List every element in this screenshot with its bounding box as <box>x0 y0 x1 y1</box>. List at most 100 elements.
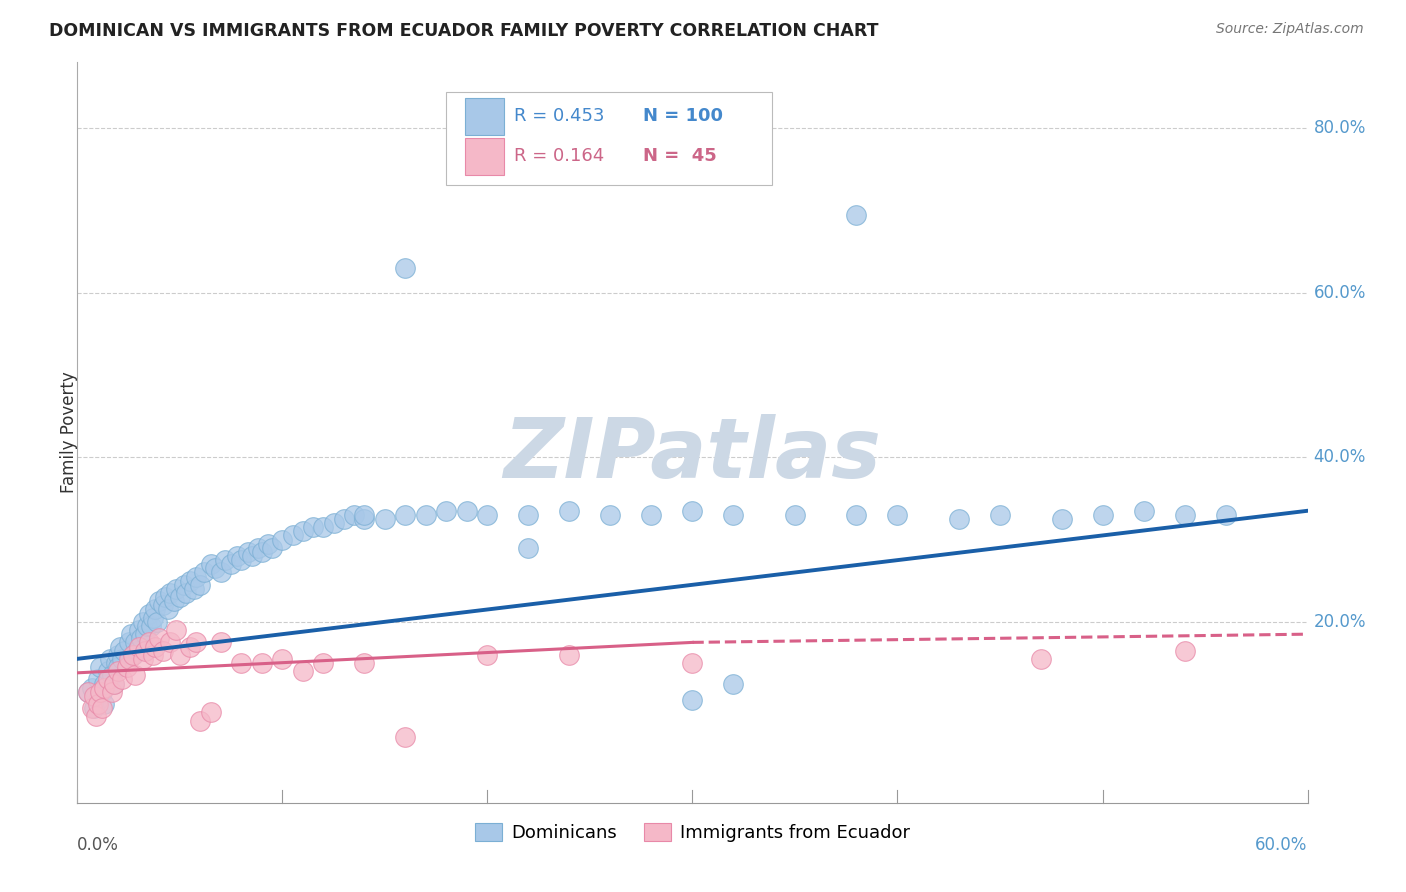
Point <box>169 590 191 604</box>
FancyBboxPatch shape <box>465 98 505 135</box>
Point <box>101 685 124 699</box>
Point <box>640 508 662 522</box>
Point <box>231 656 253 670</box>
Point <box>456 504 478 518</box>
Point <box>165 582 187 596</box>
Point <box>107 660 129 674</box>
Point <box>333 512 356 526</box>
Point <box>93 697 115 711</box>
Legend: Dominicans, Immigrants from Ecuador: Dominicans, Immigrants from Ecuador <box>468 815 917 849</box>
Point <box>124 668 146 682</box>
Point <box>1174 508 1197 522</box>
Point <box>159 635 181 649</box>
Point <box>128 623 150 637</box>
Point <box>84 709 107 723</box>
Point <box>97 664 120 678</box>
Text: 80.0%: 80.0% <box>1313 120 1367 137</box>
Point <box>322 516 344 530</box>
Point <box>353 512 375 526</box>
Text: N =  45: N = 45 <box>644 147 717 165</box>
Point <box>271 533 294 547</box>
Point <box>90 685 114 699</box>
Y-axis label: Family Poverty: Family Poverty <box>60 372 77 493</box>
Point <box>200 706 222 720</box>
Text: Source: ZipAtlas.com: Source: ZipAtlas.com <box>1216 22 1364 37</box>
Point <box>101 668 124 682</box>
FancyBboxPatch shape <box>465 138 505 175</box>
Point <box>271 652 294 666</box>
Point <box>477 648 499 662</box>
Point <box>174 586 197 600</box>
Point <box>246 541 269 555</box>
Text: 40.0%: 40.0% <box>1313 449 1367 467</box>
Point <box>103 676 125 690</box>
Point <box>134 643 156 657</box>
Point <box>517 541 540 555</box>
FancyBboxPatch shape <box>447 92 772 185</box>
Point <box>132 615 155 629</box>
Point <box>783 508 806 522</box>
Point <box>138 635 160 649</box>
Point <box>76 685 98 699</box>
Point <box>105 656 128 670</box>
Point <box>148 594 170 608</box>
Point <box>281 528 304 542</box>
Point <box>98 652 121 666</box>
Text: 20.0%: 20.0% <box>1313 613 1367 631</box>
Point <box>343 508 366 522</box>
Point <box>948 512 970 526</box>
Point <box>394 508 416 522</box>
Point <box>517 508 540 522</box>
Point <box>97 673 120 687</box>
Text: ZIPatlas: ZIPatlas <box>503 414 882 495</box>
Point <box>723 676 745 690</box>
Point <box>125 643 148 657</box>
Point <box>415 508 437 522</box>
Point <box>111 652 134 666</box>
Point <box>143 602 166 616</box>
Point <box>257 536 280 550</box>
Point <box>173 578 195 592</box>
Point <box>1215 508 1237 522</box>
Text: 60.0%: 60.0% <box>1313 284 1367 301</box>
Point <box>204 561 226 575</box>
Point <box>1050 512 1073 526</box>
Point <box>186 635 208 649</box>
Point <box>84 689 107 703</box>
Point <box>886 508 908 522</box>
Point <box>163 594 186 608</box>
Point <box>209 635 232 649</box>
Point <box>262 541 284 555</box>
Point <box>87 673 110 687</box>
Point <box>1132 504 1154 518</box>
Point <box>128 640 150 654</box>
Text: 60.0%: 60.0% <box>1256 836 1308 855</box>
Point <box>90 701 114 715</box>
Point <box>188 714 212 728</box>
Point <box>132 652 155 666</box>
Point <box>599 508 621 522</box>
Point <box>114 643 136 657</box>
Point <box>1174 643 1197 657</box>
Point <box>477 508 499 522</box>
Point <box>231 553 253 567</box>
Point <box>312 656 335 670</box>
Point <box>165 623 187 637</box>
Point <box>179 574 201 588</box>
Text: R = 0.164: R = 0.164 <box>515 147 605 165</box>
Point <box>103 676 125 690</box>
Point <box>682 656 704 670</box>
Point <box>236 545 259 559</box>
Point <box>988 508 1011 522</box>
Point <box>302 520 325 534</box>
Point <box>87 697 110 711</box>
Point <box>129 632 152 646</box>
Point <box>214 553 236 567</box>
Point <box>146 615 169 629</box>
Point <box>142 648 165 662</box>
Point <box>558 504 581 518</box>
Point <box>159 586 181 600</box>
Point <box>291 664 314 678</box>
Point <box>141 619 163 633</box>
Point <box>121 648 143 662</box>
